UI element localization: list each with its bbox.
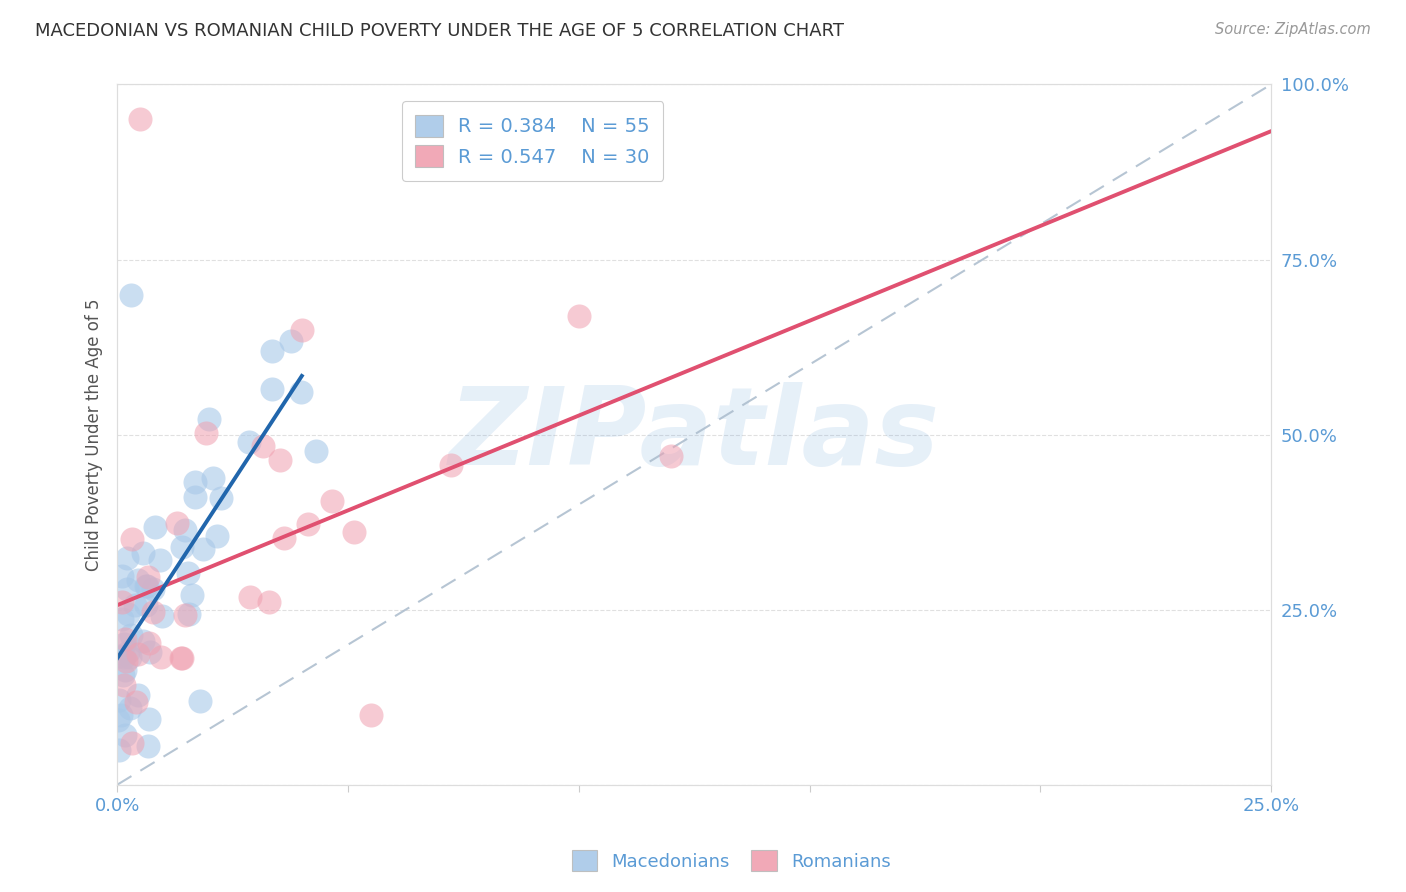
Point (112, 637, 135, 651)
Point (170, 651, 193, 665)
Point (239, 590, 262, 604)
Y-axis label: Child Poverty Under the Age of 5: Child Poverty Under the Age of 5 (86, 298, 103, 571)
Point (114, 632, 136, 646)
Point (659, 449, 682, 463)
Point (174, 607, 197, 622)
Point (290, 384, 312, 399)
Point (149, 553, 172, 567)
Point (132, 545, 155, 559)
Text: MACEDONIAN VS ROMANIAN CHILD POVERTY UNDER THE AGE OF 5 CORRELATION CHART: MACEDONIAN VS ROMANIAN CHILD POVERTY UND… (35, 22, 844, 40)
Point (238, 435, 260, 450)
Point (121, 532, 143, 546)
Point (321, 494, 343, 508)
Point (269, 452, 291, 467)
Point (138, 712, 160, 726)
Point (191, 542, 214, 557)
Point (127, 647, 149, 661)
Point (127, 688, 149, 702)
Point (135, 598, 157, 612)
Point (209, 491, 232, 505)
Point (181, 588, 204, 602)
Point (260, 344, 283, 359)
Point (149, 649, 172, 664)
Point (297, 516, 319, 531)
Point (260, 382, 283, 396)
Text: ZIPatlas: ZIPatlas (449, 382, 939, 488)
Point (259, 595, 281, 609)
Point (127, 574, 149, 588)
Point (115, 582, 138, 597)
Point (360, 707, 382, 722)
Point (150, 609, 173, 624)
Point (112, 668, 135, 682)
Point (142, 582, 165, 597)
Point (291, 322, 314, 336)
Point (568, 309, 591, 323)
Point (174, 523, 197, 537)
Point (117, 551, 139, 566)
Point (110, 612, 132, 626)
Point (117, 607, 139, 621)
Point (205, 529, 228, 543)
Point (120, 287, 142, 301)
Point (117, 645, 139, 659)
Point (120, 700, 142, 714)
Point (118, 650, 141, 665)
Point (110, 707, 132, 722)
Point (202, 471, 225, 485)
Point (129, 112, 152, 127)
Point (138, 636, 160, 650)
Point (252, 439, 274, 453)
Point (188, 694, 211, 708)
Text: Source: ZipAtlas.com: Source: ZipAtlas.com (1215, 22, 1371, 37)
Point (136, 739, 159, 754)
Point (440, 458, 463, 472)
Point (135, 579, 157, 593)
Point (114, 728, 136, 742)
Point (343, 524, 366, 539)
Point (166, 516, 188, 530)
Point (111, 569, 134, 583)
Point (125, 695, 148, 709)
Point (194, 425, 217, 440)
Point (177, 566, 200, 580)
Point (183, 475, 205, 489)
Point (108, 648, 131, 663)
Point (124, 598, 146, 612)
Point (132, 633, 155, 648)
Point (120, 628, 142, 642)
Point (108, 693, 131, 707)
Point (108, 743, 131, 757)
Point (143, 520, 166, 534)
Point (139, 645, 162, 659)
Point (172, 651, 194, 665)
Point (135, 579, 157, 593)
Point (142, 605, 165, 619)
Point (112, 649, 135, 664)
Point (273, 531, 295, 545)
Point (280, 334, 302, 349)
Legend: R = 0.384    N = 55, R = 0.547    N = 30: R = 0.384 N = 55, R = 0.547 N = 30 (402, 101, 664, 181)
Point (177, 607, 200, 621)
Point (172, 540, 194, 554)
Point (107, 713, 129, 727)
Legend: Macedonians, Romanians: Macedonians, Romanians (564, 843, 898, 879)
Point (111, 595, 134, 609)
Point (114, 663, 136, 677)
Point (112, 677, 135, 691)
Point (136, 570, 159, 584)
Point (121, 736, 143, 750)
Point (305, 443, 328, 458)
Point (184, 490, 207, 504)
Point (115, 655, 138, 669)
Point (198, 411, 221, 425)
